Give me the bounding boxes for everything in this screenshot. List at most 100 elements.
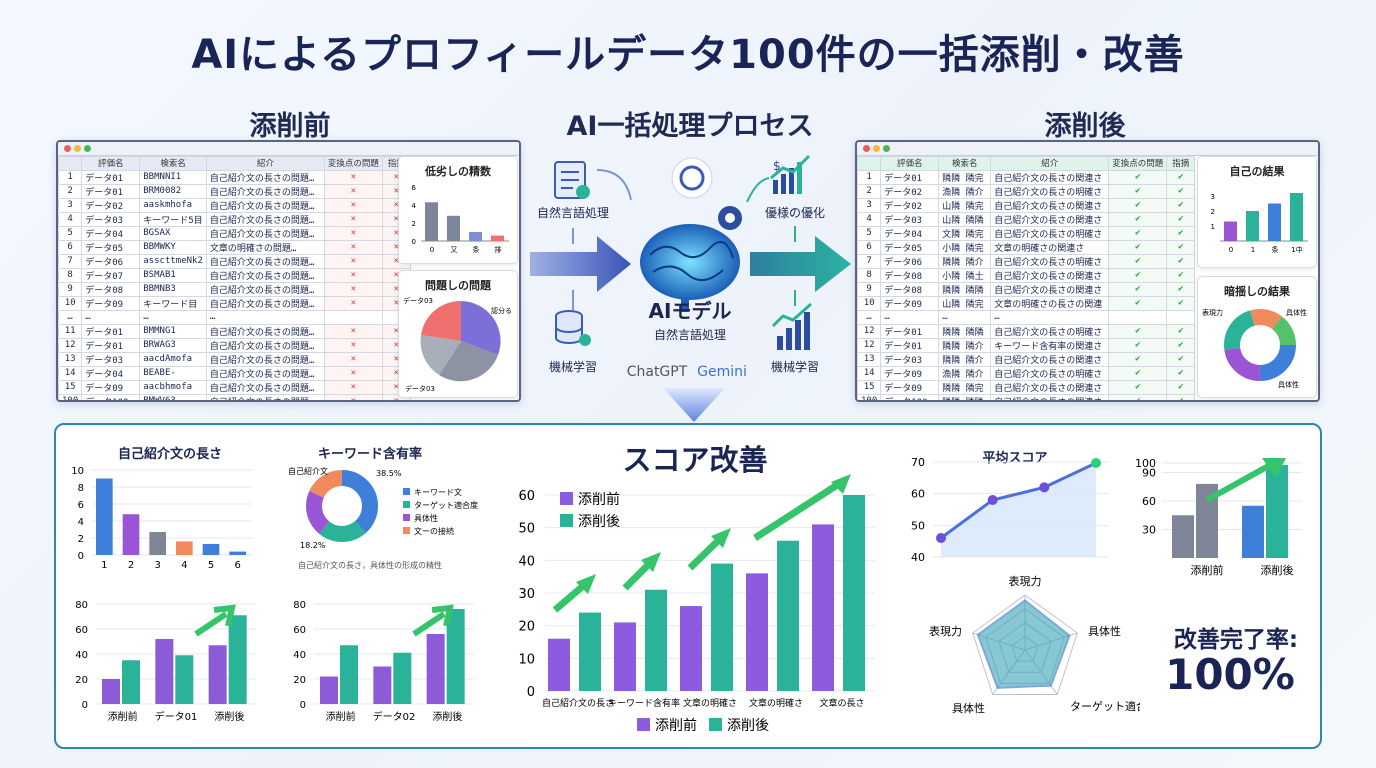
table-cell: 漁隣 隣介	[938, 183, 992, 199]
table-row[interactable]: 4 データ03 山隣 隣隣 自己紹介文の長さの関連さ ✔ ✔	[857, 211, 1196, 227]
table-cell: ✔	[1108, 197, 1168, 213]
column-header[interactable]	[857, 156, 882, 171]
row-number: 14	[58, 365, 83, 381]
table-cell: ✕	[323, 197, 383, 213]
bar	[469, 232, 482, 241]
table-cell: 自己紹介文の長さの関連さ	[990, 379, 1110, 395]
row-number: 3	[58, 197, 83, 213]
table-row[interactable]: 9 データ08 隣隣 隣隣 自己紹介文の長さの関連さ ✔ ✔	[857, 281, 1196, 297]
column-header[interactable]: 変換点の問題	[1108, 156, 1168, 171]
table-row[interactable]: 3 データ02 山隣 隣完 自己紹介文の長さの関連さ ✔ ✔	[857, 197, 1196, 213]
pie-slice-4	[421, 300, 461, 341]
connector	[746, 177, 770, 203]
table-row[interactable]: 10 データ09 山隣 隣完 文章の明確さの長さの関連 ✔ ✔	[857, 295, 1196, 311]
table-cell: 自己紹介文の長さの関連さ	[990, 393, 1110, 400]
table-cell: ✕	[323, 281, 383, 297]
table-row[interactable]: 4 データ03 キーワード5目 自己紹介文の長さの問題… ✕ ✕	[58, 211, 411, 227]
table-row[interactable]: 8 データ08 小隣 隣土 自己紹介文の長さの関連さ ✔ ✔	[857, 267, 1196, 283]
table-row[interactable]: 1 データ01 BBMNNI1 自己紹介文の長さの問題… ✕ ✕	[58, 169, 411, 185]
bar	[320, 676, 338, 704]
table-row[interactable]: 15 データ09 aacbhmofa 自己紹介文の長さの問題… ✕ ✕	[58, 379, 411, 395]
table-row[interactable]: 2 データ02 漁隣 隣介 自己紹介文の長さの明確さ ✔ ✔	[857, 183, 1196, 199]
column-header[interactable]: 変換点の問題	[323, 156, 383, 171]
table-cell: ✔	[1166, 337, 1196, 353]
table-row[interactable]: 13 データ03 aacdAmofa 自己紹介文の長さの問題… ✕ ✕	[58, 351, 411, 367]
pie-label: データ03	[405, 384, 435, 393]
column-header[interactable]: 指摘	[1166, 156, 1196, 171]
bar	[1196, 483, 1218, 558]
bar	[102, 679, 120, 704]
table-row[interactable]: 6 データ05 BBMWKY 文章の明確さの問題… ✕ ✕	[58, 239, 411, 255]
table-cell: …	[938, 309, 992, 325]
openai-icon	[671, 157, 713, 199]
table-row[interactable]: 5 データ04 BGSAX 自己紹介文の長さの問題… ✕ ✕	[58, 225, 411, 241]
table-cell: …	[139, 309, 207, 325]
chart2-title: キーワード含有率	[317, 447, 422, 462]
table-row[interactable]: 7 データ06 隣隣 隣介 自己紹介文の長さの明確さ ✔ ✔	[857, 253, 1196, 269]
radar-axis-label: 具体性	[952, 701, 985, 715]
table-cell: データ08	[880, 281, 940, 297]
table-row[interactable]: 7 データ06 asscttmeNk2 自己紹介文の長さの問題… ✕ ✕	[58, 253, 411, 269]
table-row[interactable]: 3 データ02 aaskmhofa 自己紹介文の長さの問題… ✕ ✕	[58, 197, 411, 213]
column-header[interactable]	[58, 156, 83, 171]
table-row[interactable]: 10 データ09 キーワード目 自己紹介文の長さの問題… ✕ ✕	[58, 295, 411, 311]
table-row[interactable]: 14 データ09 漁隣 隣介 自己紹介文の長さの明確さ ✔ ✔	[857, 365, 1196, 381]
table-row[interactable]: 6 データ05 小隣 隣完 文章の明確さの関連さ ✔ ✔	[857, 239, 1196, 255]
column-header[interactable]: 評価名	[81, 156, 141, 171]
column-header[interactable]: 検索名	[139, 156, 207, 171]
table-row[interactable]: 5 データ04 文隣 隣完 自己紹介文の長さの明確さ ✔ ✔	[857, 225, 1196, 241]
maximize-dot[interactable]	[883, 145, 890, 152]
table-row[interactable]: 2 データ01 BRM0082 自己紹介文の長さの問題… ✕ ✕	[58, 183, 411, 199]
table-cell: BRWAG3	[139, 337, 207, 353]
table-row[interactable]: …………	[857, 309, 1196, 325]
table-row[interactable]: 15 データ09 隣隣 隣完 自己紹介文の長さの関連さ ✔ ✔	[857, 379, 1196, 395]
trend-arrowhead	[711, 528, 731, 548]
column-header[interactable]: 紹介	[205, 156, 325, 171]
trend-arrow	[753, 477, 847, 541]
trend-arrow	[1205, 461, 1274, 503]
row-number: 1	[857, 169, 882, 185]
table-cell: aacbhmofa	[139, 379, 207, 395]
table-row[interactable]: 14 データ04 BEABE- 自己紹介文の長さの問題… ✕ ✕	[58, 365, 411, 381]
table-cell: …	[205, 309, 325, 325]
table-row[interactable]: 9 データ08 BBMNB3 自己紹介文の長さの問題… ✕ ✕	[58, 281, 411, 297]
table-row[interactable]: …………	[58, 309, 411, 325]
brand-gemini: Gemini	[697, 364, 747, 380]
minimize-dot[interactable]	[873, 145, 880, 152]
column-header[interactable]: 評価名	[880, 156, 940, 171]
donut-segment	[306, 470, 378, 542]
maximize-dot[interactable]	[84, 145, 91, 152]
donut-seg	[1224, 309, 1296, 381]
close-dot[interactable]	[64, 145, 71, 152]
table-row[interactable]: 12 データ01 隣隣 隣介 キーワード含有率の関連さ ✔ ✔	[857, 337, 1196, 353]
row-number: 5	[58, 225, 83, 241]
table-cell: データ04	[880, 225, 940, 241]
table-cell: データ01	[81, 323, 141, 339]
table-cell: ✔	[1166, 295, 1196, 311]
document-icon	[554, 161, 590, 199]
column-header[interactable]: 紹介	[990, 156, 1110, 171]
bar	[777, 540, 799, 691]
table-row[interactable]: 13 データ03 隣隣 隣介 自己紹介文の長さの関連さ ✔ ✔	[857, 351, 1196, 367]
table-row[interactable]: 12 データ01 BRWAG3 自己紹介文の長さの問題… ✕ ✕	[58, 337, 411, 353]
table-row[interactable]: 8 データ07 BSMAB1 自己紹介文の長さの問題… ✕ ✕	[58, 267, 411, 283]
row-number: 9	[857, 281, 882, 297]
table-row[interactable]: 12 データ01 隣隣 隣隣 自己紹介文の長さの明確さ ✔ ✔	[857, 323, 1196, 339]
table-cell: 自己紹介文の長さの関連さ	[990, 169, 1110, 185]
column-header[interactable]: 検索名	[938, 156, 992, 171]
x-tick-label: 1	[1251, 246, 1255, 254]
close-dot[interactable]	[863, 145, 870, 152]
svg-text:$: $	[773, 159, 781, 173]
minimize-dot[interactable]	[74, 145, 81, 152]
radar-grid	[972, 594, 1078, 695]
table-row[interactable]: 11 データ01 BMMNG1 自己紹介文の長さの問題… ✕ ✕	[58, 323, 411, 339]
bottom-panel	[54, 423, 1322, 749]
bar	[812, 524, 834, 691]
line-point	[987, 495, 998, 505]
table-row[interactable]: 1 データ01 隣隣 隣完 自己紹介文の長さの関連さ ✔ ✔	[857, 169, 1196, 185]
table-row[interactable]: 100データ100BMWV63自己紹介文の長さの問題…✕✕	[58, 393, 411, 400]
y-tick-label: 100	[1135, 457, 1156, 470]
table-cell: 自己紹介文の長さの明確さ	[990, 323, 1110, 339]
ml-label: 機械学習	[549, 359, 597, 374]
